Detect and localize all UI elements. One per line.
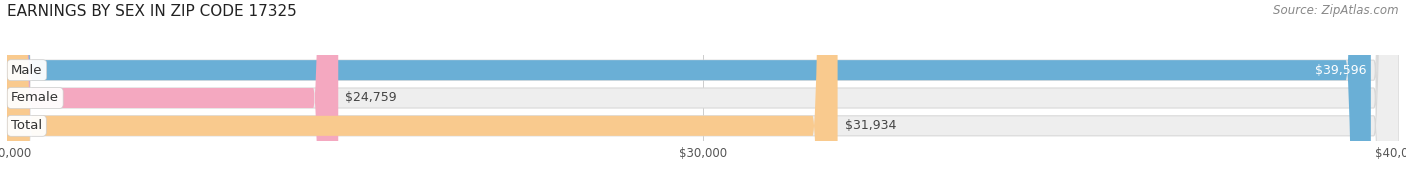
FancyBboxPatch shape — [7, 0, 1399, 196]
Text: Male: Male — [11, 64, 42, 77]
FancyBboxPatch shape — [7, 0, 1399, 196]
FancyBboxPatch shape — [7, 0, 339, 196]
Text: Source: ZipAtlas.com: Source: ZipAtlas.com — [1274, 4, 1399, 17]
FancyBboxPatch shape — [7, 0, 1371, 196]
Text: Female: Female — [11, 92, 59, 104]
Text: $31,934: $31,934 — [845, 119, 896, 132]
Text: $39,596: $39,596 — [1315, 64, 1367, 77]
Text: Total: Total — [11, 119, 42, 132]
FancyBboxPatch shape — [7, 0, 838, 196]
Text: EARNINGS BY SEX IN ZIP CODE 17325: EARNINGS BY SEX IN ZIP CODE 17325 — [7, 4, 297, 19]
Text: $24,759: $24,759 — [346, 92, 396, 104]
FancyBboxPatch shape — [7, 0, 1399, 196]
